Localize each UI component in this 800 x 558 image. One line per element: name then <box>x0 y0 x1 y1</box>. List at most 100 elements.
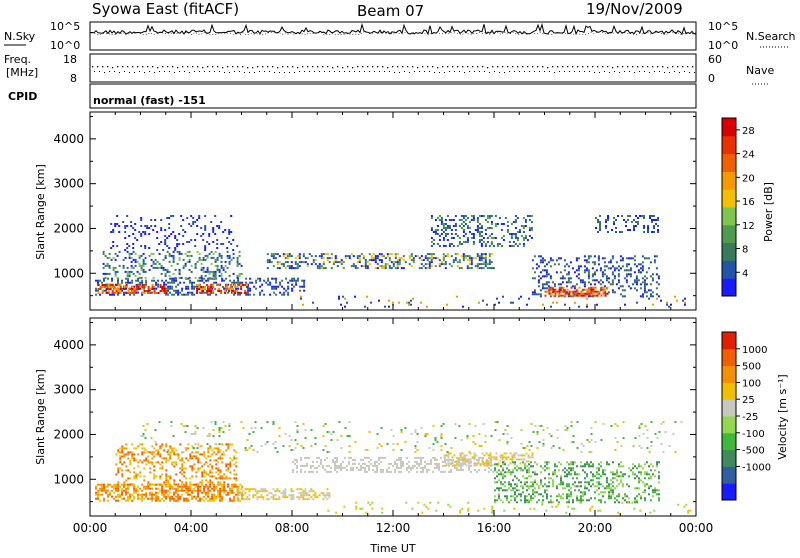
velocity-cell <box>650 441 653 443</box>
velocity-cell <box>219 455 222 458</box>
power-cell <box>653 255 656 258</box>
velocity-cell <box>290 488 293 491</box>
velocity-cell <box>572 467 574 470</box>
velocity-cell <box>129 461 132 464</box>
velocity-cell <box>298 488 301 491</box>
velocity-cell <box>221 477 224 480</box>
power-cell <box>207 293 210 296</box>
power-cell <box>573 293 576 296</box>
velocity-cell <box>278 498 281 501</box>
power-cell <box>590 286 593 289</box>
power-cell <box>394 255 397 258</box>
velocity-cell <box>560 479 562 482</box>
power-cell <box>310 263 313 266</box>
velocity-cell <box>458 464 460 467</box>
velocity-cell <box>233 499 236 502</box>
velocity-cell <box>231 483 234 486</box>
power-cell <box>438 259 441 262</box>
power-cell <box>424 257 427 260</box>
velocity-cell <box>185 477 188 480</box>
power-cell <box>154 225 157 227</box>
velocity-cell <box>143 451 146 454</box>
power-cell <box>438 215 441 217</box>
colorbar-swatch <box>722 449 736 467</box>
power-cell <box>119 292 122 294</box>
nave-point <box>229 72 230 73</box>
power-cell <box>581 281 584 284</box>
power-cell <box>576 294 579 297</box>
velocity-cell <box>173 479 176 482</box>
frequency-point <box>607 66 609 68</box>
frequency-point <box>642 66 644 68</box>
velocity-cell <box>229 497 232 500</box>
velocity-cell <box>428 462 430 465</box>
velocity-cell <box>664 431 667 433</box>
power-cell <box>212 286 215 288</box>
power-cell <box>541 283 544 286</box>
velocity-cell <box>460 458 462 461</box>
power-cell <box>591 267 594 270</box>
velocity-cell <box>511 456 514 459</box>
power-cell <box>587 271 590 274</box>
velocity-cell <box>127 483 129 486</box>
velocity-cell <box>576 499 578 502</box>
velocity-cell <box>416 441 419 443</box>
velocity-cell <box>512 495 514 498</box>
velocity-cell <box>376 468 378 471</box>
velocity-cell <box>161 465 164 468</box>
power-cell <box>597 221 599 223</box>
velocity-cell <box>620 479 622 482</box>
velocity-cell <box>509 452 512 455</box>
power-cell <box>382 265 385 268</box>
power-cell <box>150 219 153 221</box>
power-cell <box>504 217 507 219</box>
power-cell <box>282 263 285 266</box>
velocity-cell <box>426 470 428 473</box>
power-cell <box>478 259 481 262</box>
velocity-cell <box>181 473 184 476</box>
velocity-cell <box>214 421 217 423</box>
power-cell <box>114 258 117 261</box>
velocity-cell <box>193 455 196 458</box>
power-cell <box>346 301 348 304</box>
velocity-cell <box>484 468 486 471</box>
power-cell <box>398 259 401 262</box>
velocity-cell <box>252 488 255 491</box>
velocity-cell <box>608 483 610 486</box>
velocity-cell <box>199 445 202 448</box>
velocity-cell <box>199 487 202 490</box>
velocity-cell <box>244 488 247 491</box>
power-cell <box>348 257 351 260</box>
power-cell <box>197 279 200 282</box>
power-cell <box>547 281 550 284</box>
velocity-cell <box>264 490 267 493</box>
power-cell <box>607 281 610 284</box>
velocity-cell <box>422 470 424 473</box>
power-cell <box>155 281 158 284</box>
power-cell <box>203 281 206 284</box>
power-cell <box>378 265 381 268</box>
velocity-cell <box>215 485 218 488</box>
power-cell <box>204 274 207 277</box>
velocity-cell <box>141 451 144 454</box>
power-cell <box>516 217 519 219</box>
velocity-cell <box>221 499 224 502</box>
power-cell <box>234 290 237 292</box>
velocity-cell <box>193 463 196 466</box>
velocity-cell <box>165 479 168 482</box>
velocity-cell <box>508 481 510 484</box>
velocity-cell <box>556 429 559 431</box>
velocity-cell <box>570 495 572 498</box>
power-cell <box>633 263 636 266</box>
velocity-cell <box>276 488 279 491</box>
colorbar-swatch <box>722 153 736 172</box>
velocity-cell <box>590 479 592 482</box>
velocity-cell <box>568 485 570 488</box>
nave-point <box>459 71 460 72</box>
power-cell <box>322 257 325 260</box>
power-cell <box>275 287 278 290</box>
power-cell <box>210 270 213 273</box>
power-cell <box>132 258 135 261</box>
frequency-point <box>427 66 429 68</box>
power-cell <box>446 239 449 241</box>
